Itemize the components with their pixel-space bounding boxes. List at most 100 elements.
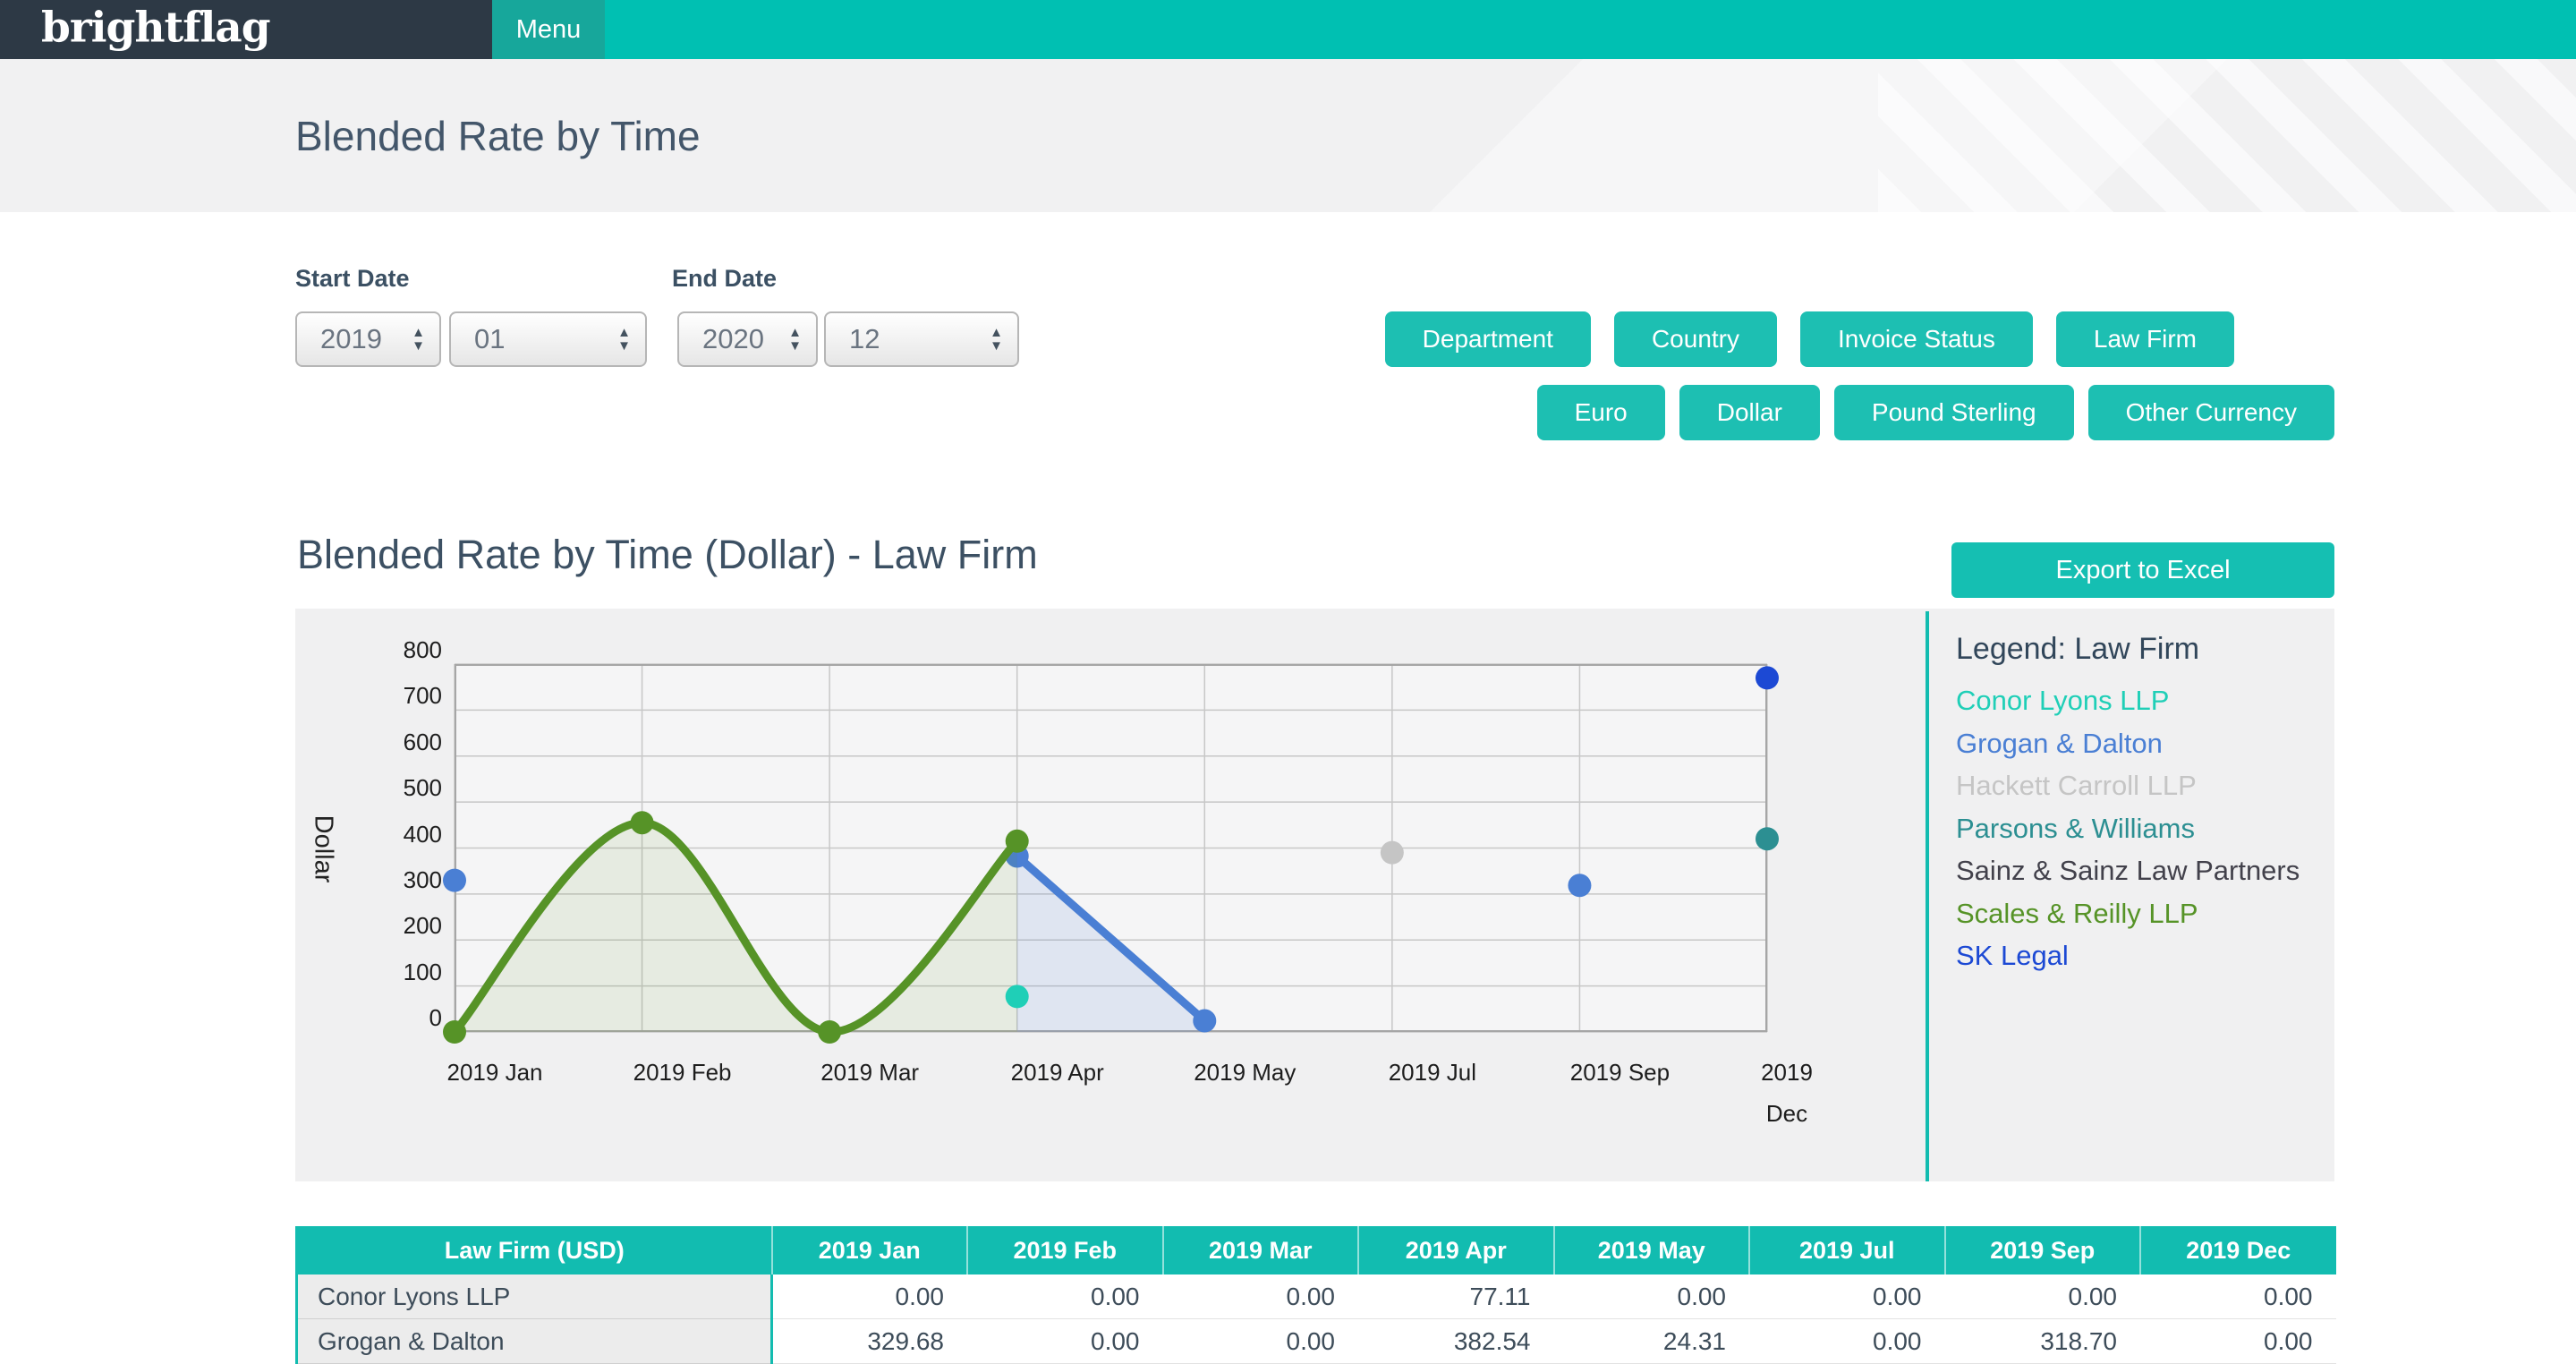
value-cell: 0.00 (1944, 1274, 2140, 1319)
x-tick-label: 2019 Jan (446, 1059, 543, 1086)
value-cell: 0.00 (967, 1318, 1163, 1364)
legend-item-hackett-carroll-llp[interactable]: Hackett Carroll LLP (1956, 770, 2197, 801)
chart-dot-sk-legal (1756, 666, 1779, 690)
x-tick-label: 2019 Mar (820, 1059, 920, 1086)
chart-panel: Dollar 800 700 600 500 400 300 200 100 0 2019 Ja… (295, 609, 2334, 1181)
currency-filter-row: Euro Dollar Pound Sterling Other Currency (1536, 385, 2334, 440)
filter-button-country[interactable]: Country (1613, 311, 1777, 367)
chart-dot-hackett-carroll-llp (1380, 840, 1404, 865)
top-bar-dark-section: brightflag (0, 0, 492, 59)
line-scales-reilly-llp (450, 818, 1022, 1036)
start-month-select[interactable]: 01 ▲ ▼ (449, 311, 647, 367)
table-row: Grogan & Dalton 329.68 0.00 0.00 382.54 24.31… (296, 1318, 2336, 1364)
start-date-label: Start Date (295, 265, 410, 292)
chart-dot-grogan-dalton (443, 868, 466, 892)
page-header-band: Blended Rate by Time (0, 59, 2576, 212)
end-year-select[interactable]: 2020 ▲ ▼ (677, 311, 818, 367)
currency-button-pound-sterling[interactable]: Pound Sterling (1833, 385, 2074, 440)
end-date-label: End Date (672, 265, 778, 292)
top-bar: brightflag Menu (0, 0, 2576, 59)
x-tick-label: 2019 Dec (1761, 1059, 1813, 1127)
chart-dot-scales-reilly-llp (443, 1020, 466, 1044)
legend-item-sk-legal[interactable]: SK Legal (1956, 940, 2069, 971)
spinner-arrows-icon: ▲ ▼ (990, 324, 1003, 354)
value-cell: 24.31 (1553, 1318, 1749, 1364)
start-year-value: 2019 (320, 323, 382, 354)
legend-item-scales-reilly-llp[interactable]: Scales & Reilly LLP (1956, 897, 2198, 929)
value-cell: 0.00 (2140, 1274, 2336, 1319)
end-month-select[interactable]: 12 ▲ ▼ (824, 311, 1019, 367)
y-tick-label: 400 (403, 820, 442, 848)
law-firm-rate-table: Law Firm (USD) 2019 Jan 2019 Feb 2019 Mar 20… (295, 1226, 2336, 1364)
page-title: Blended Rate by Time (295, 112, 701, 159)
currency-button-dollar[interactable]: Dollar (1679, 385, 1820, 440)
legend-divider (1926, 611, 1929, 1181)
table-header-cell: 2019 Feb (966, 1226, 1163, 1274)
chart-dot-grogan-dalton (1568, 874, 1592, 898)
chart-section-title: Blended Rate by Time (Dollar) - Law Firm (297, 532, 1038, 577)
diagonal-stripes-decoration (1878, 59, 2576, 212)
currency-button-euro[interactable]: Euro (1536, 385, 1665, 440)
table-header-cell: 2019 Mar (1161, 1226, 1358, 1274)
legend-title: Legend: Law Firm (1956, 632, 2200, 666)
legend-item-grogan-dalton[interactable]: Grogan & Dalton (1956, 727, 2163, 759)
value-cell: 0.00 (1553, 1274, 1749, 1319)
table-header-cell: 2019 Sep (1943, 1226, 2140, 1274)
table-header-cell: Law Firm (USD) (296, 1226, 772, 1274)
blended-rate-chart (443, 663, 1779, 1044)
currency-button-other-currency[interactable]: Other Currency (2087, 385, 2334, 440)
value-cell: 0.00 (1162, 1274, 1358, 1319)
table-header-row: Law Firm (USD) 2019 Jan 2019 Feb 2019 Mar 20… (296, 1226, 2336, 1274)
y-tick-label: 100 (403, 958, 442, 985)
filter-button-department[interactable]: Department (1384, 311, 1591, 367)
legend-item-parsons-williams[interactable]: Parsons & Williams (1956, 812, 2195, 844)
filter-button-law-firm[interactable]: Law Firm (2055, 311, 2234, 367)
legend-item-conor-lyons-llp[interactable]: Conor Lyons LLP (1956, 685, 2170, 716)
y-tick-label: 500 (403, 774, 442, 802)
firm-cell: Conor Lyons LLP (296, 1274, 773, 1319)
chart-dot-parsons-williams (1756, 827, 1779, 851)
y-tick-label: 0 (429, 1004, 442, 1031)
value-cell: 382.54 (1358, 1318, 1554, 1364)
x-tick-label: 2019 Sep (1569, 1059, 1671, 1086)
value-cell: 0.00 (1749, 1318, 1945, 1364)
table-header-cell: 2019 Apr (1357, 1226, 1554, 1274)
table-row: Conor Lyons LLP 0.00 0.00 0.00 77.11 0.00 0.00… (296, 1274, 2336, 1319)
table-header-cell: 2019 Jan (770, 1226, 967, 1274)
legend-item-sainz-sainz-law-partners[interactable]: Sainz & Sainz Law Partners (1956, 855, 2300, 886)
y-tick-label: 700 (403, 682, 442, 710)
dimension-filter-row: Department Country Invoice Status Law Firm (1384, 311, 2234, 367)
line-grogan-dalton (1013, 851, 1209, 1026)
export-to-excel-button[interactable]: Export to Excel (1951, 542, 2334, 598)
table-header-cell: 2019 May (1552, 1226, 1749, 1274)
value-cell: 318.70 (1944, 1318, 2140, 1364)
spinner-arrows-icon: ▲ ▼ (788, 324, 802, 354)
x-tick-label: 2019 Jul (1388, 1059, 1476, 1086)
y-tick-label: 300 (403, 865, 442, 893)
value-cell: 329.68 (771, 1318, 967, 1364)
chart-dot-conor-lyons-llp (1005, 985, 1029, 1009)
table-header-cell: 2019 Dec (2139, 1226, 2336, 1274)
value-cell: 0.00 (2140, 1318, 2336, 1364)
chart-dot-scales-reilly-llp (818, 1020, 842, 1044)
value-cell: 0.00 (1162, 1318, 1358, 1364)
x-tick-label: 2019 May (1194, 1059, 1297, 1086)
y-tick-label: 200 (403, 912, 442, 940)
legend-item-list: Conor Lyons LLP Grogan & Dalton Hackett Ca… (1956, 679, 2332, 977)
end-year-value: 2020 (702, 323, 764, 354)
start-year-select[interactable]: 2019 ▲ ▼ (295, 311, 441, 367)
firm-cell: Grogan & Dalton (296, 1318, 773, 1364)
end-month-value: 12 (849, 323, 880, 354)
chart-dot-grogan-dalton (1193, 1009, 1217, 1033)
y-axis-label: Dollar (309, 814, 338, 883)
value-cell: 0.00 (771, 1274, 967, 1319)
chart-dot-scales-reilly-llp (1005, 829, 1029, 853)
value-cell: 0.00 (967, 1274, 1163, 1319)
start-month-value: 01 (474, 323, 506, 354)
x-tick-label: 2019 Apr (1010, 1059, 1104, 1086)
brightflag-logo: brightflag (41, 3, 271, 53)
y-tick-label: 600 (403, 728, 442, 755)
menu-button[interactable]: Menu (492, 0, 605, 59)
filter-button-invoice-status[interactable]: Invoice Status (1800, 311, 2033, 367)
chart-dot-scales-reilly-llp (630, 811, 654, 835)
